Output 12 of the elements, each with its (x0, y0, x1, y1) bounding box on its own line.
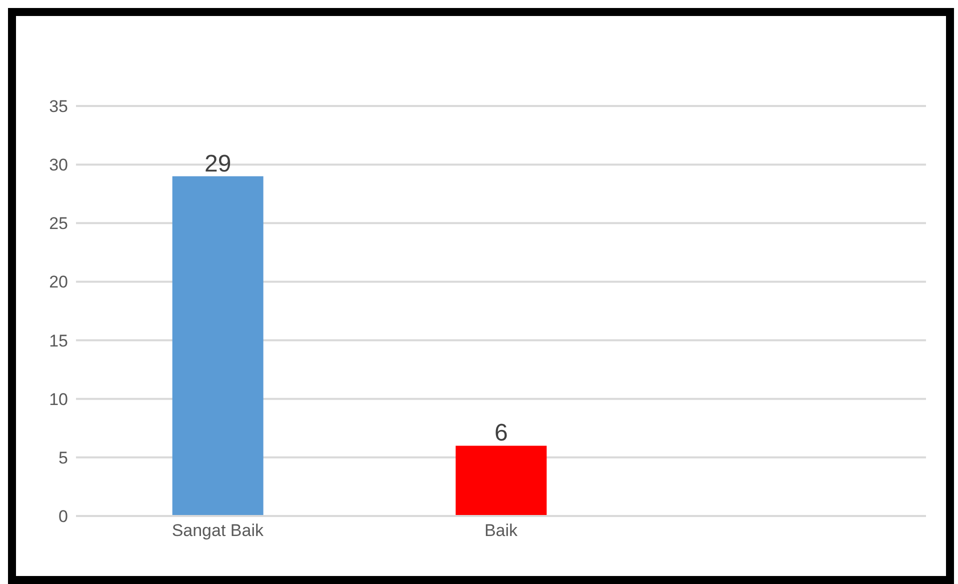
data-label: 6 (494, 420, 508, 447)
y-tick-label: 35 (49, 97, 68, 116)
y-tick-label: 5 (58, 448, 68, 468)
y-tick-label: 15 (49, 331, 68, 350)
y-tick-label: 30 (49, 156, 68, 175)
y-tick-label: 25 (49, 214, 68, 234)
data-label: 29 (204, 150, 232, 178)
x-tick-label: Sangat Baik (172, 521, 264, 540)
y-tick-label: 0 (58, 507, 68, 526)
y-tick-label: 10 (49, 390, 68, 409)
x-tick-label: Baik (484, 521, 518, 540)
y-tick-label: 20 (49, 272, 68, 292)
